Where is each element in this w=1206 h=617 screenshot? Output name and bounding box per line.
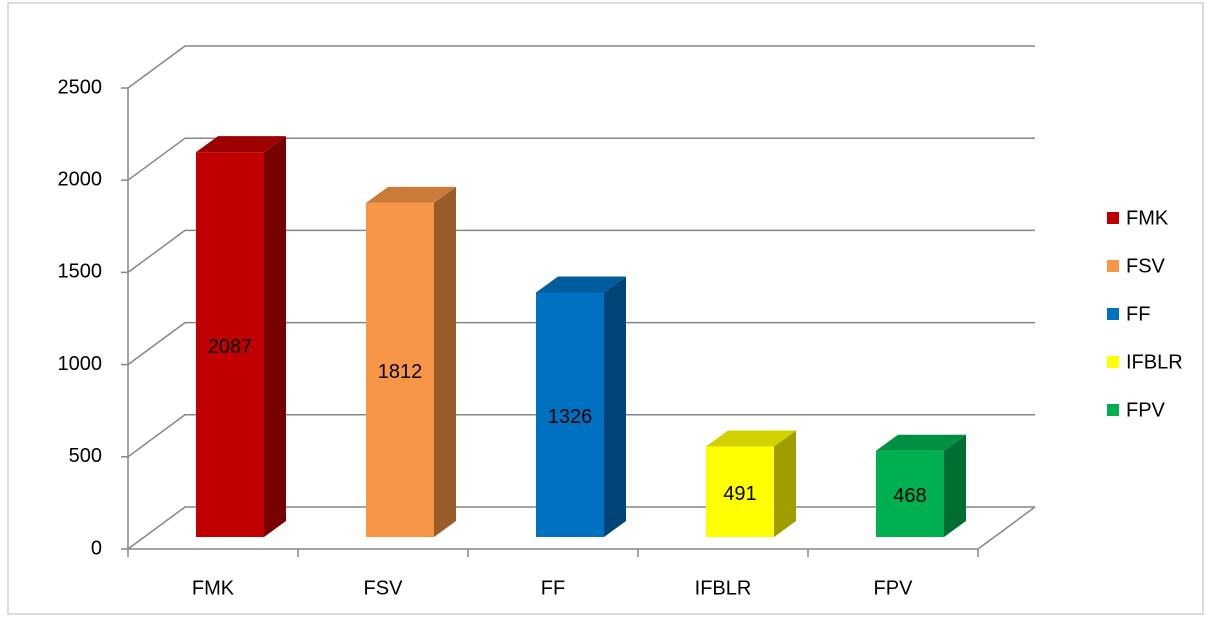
bar-top <box>366 186 456 203</box>
y-tick-label: 1500 <box>58 261 103 283</box>
grid-line <box>127 321 1035 366</box>
legend-swatch <box>1107 260 1119 272</box>
grid-line <box>127 229 1035 274</box>
bar <box>366 202 434 538</box>
bar-side <box>774 430 796 537</box>
data-label: 468 <box>893 485 926 507</box>
legend-label: FF <box>1126 303 1150 325</box>
bar-side <box>604 276 626 537</box>
x-tick-label: FPV <box>874 577 914 599</box>
legend-swatch <box>1107 356 1119 368</box>
legend-label: FMK <box>1126 207 1169 229</box>
bar-top <box>876 434 966 451</box>
bar <box>536 292 604 537</box>
grid-line <box>127 137 1035 181</box>
bar-top <box>196 136 286 153</box>
x-tick-label: FF <box>541 577 565 599</box>
legend-label: FPV <box>1126 399 1166 421</box>
bar-top <box>536 276 626 293</box>
bar <box>196 152 264 537</box>
y-tick-label: 1000 <box>58 353 103 375</box>
legend-swatch <box>1107 404 1119 416</box>
y-tick-label: 500 <box>69 445 102 467</box>
bar-side <box>434 186 456 538</box>
x-tick-label: FSV <box>364 577 404 599</box>
bar-side <box>944 434 966 537</box>
grid-line <box>127 45 1035 89</box>
bar-side <box>264 136 286 537</box>
bar <box>706 446 774 537</box>
bar <box>876 450 944 537</box>
y-tick-label: 2000 <box>58 168 103 190</box>
data-label: 2087 <box>208 336 253 358</box>
data-label: 1812 <box>378 361 423 383</box>
x-tick-label: FMK <box>192 577 235 599</box>
legend-label: IFBLR <box>1126 351 1183 373</box>
data-label: 491 <box>723 483 756 505</box>
bar-top <box>706 430 796 447</box>
legend-label: FSV <box>1126 255 1166 277</box>
legend-swatch <box>1107 212 1119 224</box>
y-tick-label: 2500 <box>58 76 103 98</box>
legend-swatch <box>1107 308 1119 320</box>
x-tick-label: IFBLR <box>695 577 752 599</box>
grid-line <box>127 414 1035 458</box>
y-tick-label: 0 <box>91 537 102 559</box>
data-label: 1326 <box>548 406 593 428</box>
